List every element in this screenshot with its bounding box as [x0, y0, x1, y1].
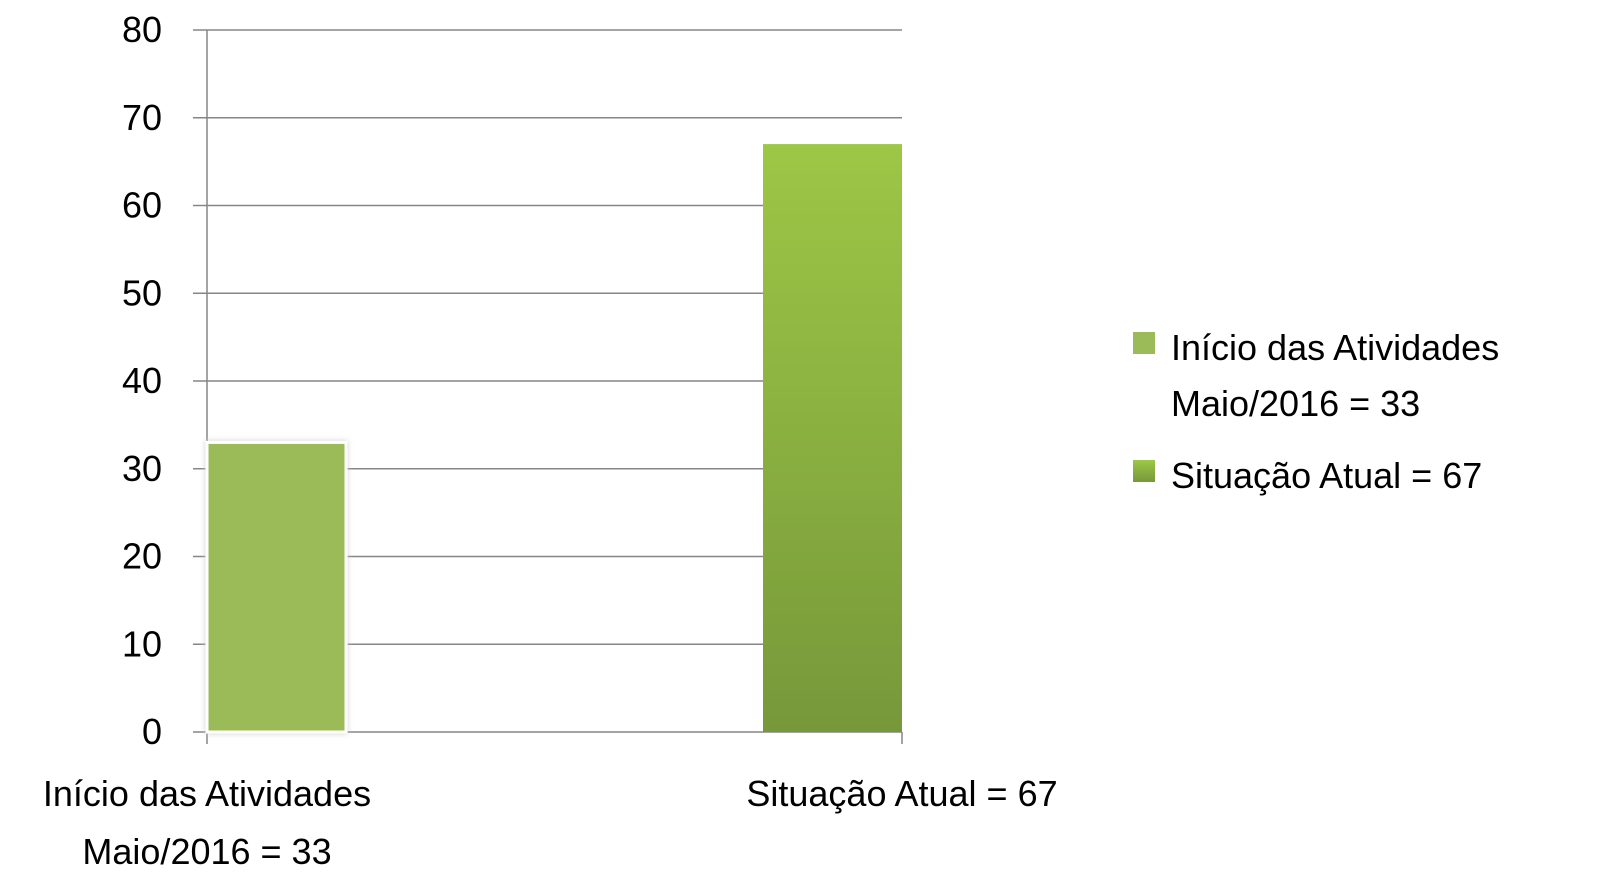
legend: Início das Atividades Maio/2016 = 33 Situa… [1133, 327, 1499, 496]
y-tick-label: 20 [122, 536, 162, 577]
x-tick-labels: Início das Atividades Maio/2016 = 33 Situa… [43, 773, 1058, 872]
x-tick-label: Maio/2016 = 33 [82, 831, 331, 872]
bar-series-2 [763, 144, 902, 732]
y-tick-label: 0 [142, 711, 162, 752]
y-tick-labels: 0 10 20 30 40 50 60 70 80 [122, 9, 162, 752]
y-tick-label: 10 [122, 623, 162, 664]
x-tick-label: Início das Atividades [43, 773, 371, 814]
legend-swatch-2 [1133, 460, 1155, 482]
legend-label: Maio/2016 = 33 [1171, 383, 1420, 424]
y-tick-label: 40 [122, 360, 162, 401]
bar-series-1 [205, 440, 348, 734]
legend-label: Situação Atual = 67 [1171, 455, 1482, 496]
x-tick-label: Situação Atual = 67 [746, 773, 1057, 814]
y-tick-label: 60 [122, 185, 162, 226]
y-tick-label: 70 [122, 97, 162, 138]
y-tick-label: 30 [122, 448, 162, 489]
bars [205, 144, 902, 734]
legend-swatch-1 [1133, 332, 1155, 354]
y-tick-label: 50 [122, 272, 162, 313]
legend-label: Início das Atividades [1171, 327, 1499, 368]
y-tick-label: 80 [122, 9, 162, 50]
